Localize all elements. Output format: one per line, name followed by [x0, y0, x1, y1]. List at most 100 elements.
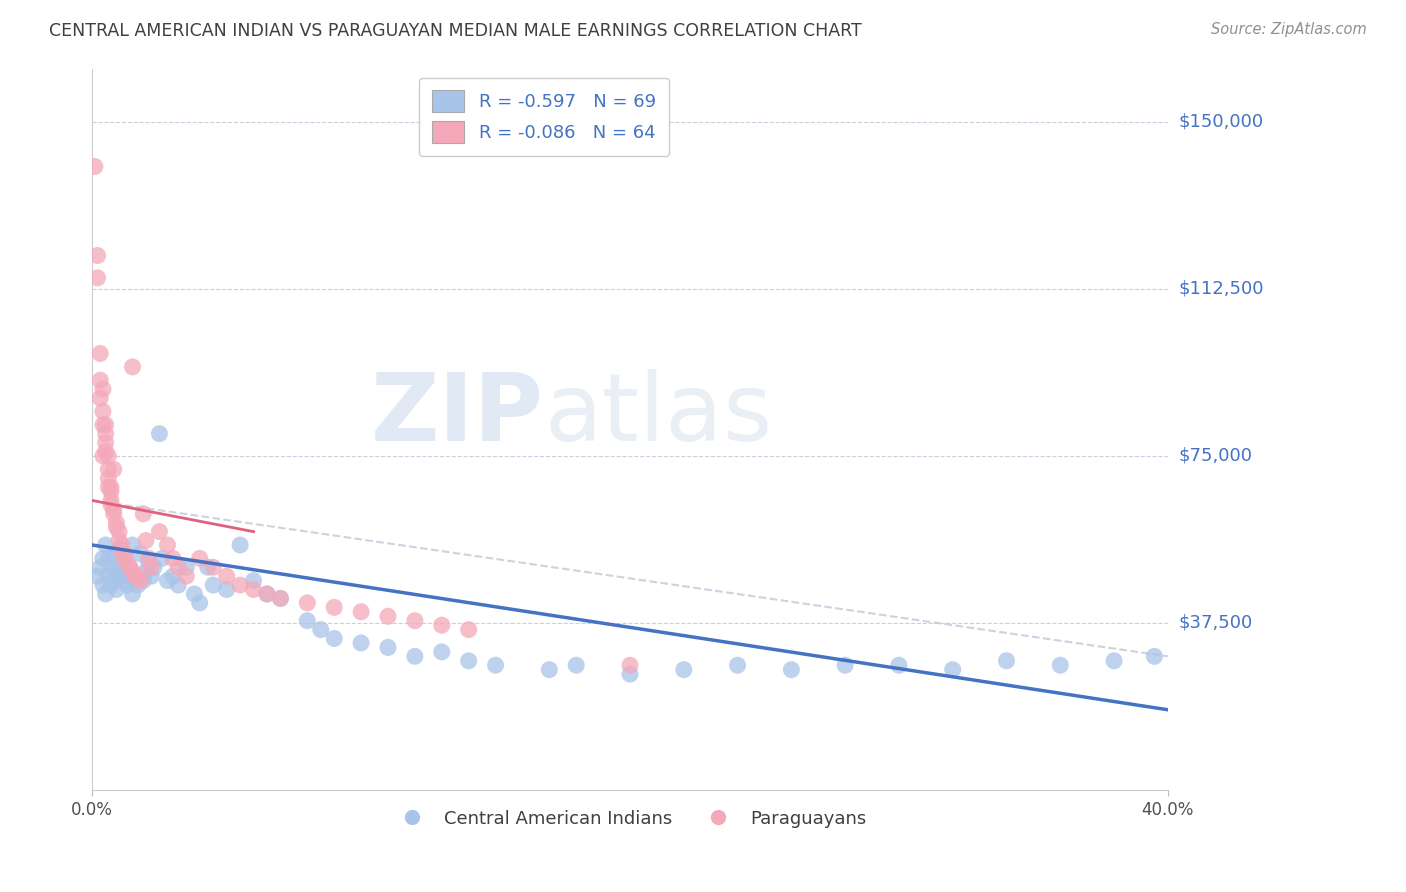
Point — [89, 560, 111, 574]
Point — [100, 578, 122, 592]
Point — [114, 547, 136, 561]
Point — [156, 574, 179, 588]
Point — [132, 507, 155, 521]
Point — [91, 417, 114, 432]
Point — [150, 551, 173, 566]
Point — [105, 520, 128, 534]
Point — [91, 578, 114, 592]
Point — [404, 614, 426, 628]
Point — [430, 645, 453, 659]
Point — [143, 560, 166, 574]
Point — [97, 480, 120, 494]
Point — [202, 578, 225, 592]
Text: atlas: atlas — [544, 368, 772, 461]
Point — [242, 574, 264, 588]
Text: ZIP: ZIP — [371, 368, 544, 461]
Point — [229, 538, 252, 552]
Point — [148, 524, 170, 539]
Point — [97, 462, 120, 476]
Point — [484, 658, 506, 673]
Point — [91, 551, 114, 566]
Point — [202, 560, 225, 574]
Text: $75,000: $75,000 — [1180, 447, 1253, 465]
Point — [188, 596, 211, 610]
Point — [94, 435, 117, 450]
Point — [94, 426, 117, 441]
Point — [176, 560, 198, 574]
Point — [323, 600, 346, 615]
Point — [97, 551, 120, 566]
Point — [162, 551, 184, 566]
Point — [115, 556, 138, 570]
Point — [108, 524, 131, 539]
Point — [94, 417, 117, 432]
Point — [135, 533, 157, 548]
Point — [780, 663, 803, 677]
Point — [377, 640, 399, 655]
Point — [97, 471, 120, 485]
Point — [297, 614, 319, 628]
Point — [457, 623, 479, 637]
Point — [565, 658, 588, 673]
Point — [100, 560, 122, 574]
Point — [538, 663, 561, 677]
Point — [1049, 658, 1071, 673]
Point — [86, 270, 108, 285]
Point — [114, 551, 136, 566]
Point — [215, 569, 238, 583]
Point — [1102, 654, 1125, 668]
Point — [197, 560, 219, 574]
Point — [834, 658, 856, 673]
Point — [256, 587, 278, 601]
Point — [91, 382, 114, 396]
Point — [162, 569, 184, 583]
Point — [619, 658, 641, 673]
Point — [672, 663, 695, 677]
Point — [129, 574, 152, 588]
Text: CENTRAL AMERICAN INDIAN VS PARAGUAYAN MEDIAN MALE EARNINGS CORRELATION CHART: CENTRAL AMERICAN INDIAN VS PARAGUAYAN ME… — [49, 22, 862, 40]
Point — [108, 542, 131, 557]
Point — [887, 658, 910, 673]
Point — [100, 493, 122, 508]
Point — [156, 538, 179, 552]
Point — [183, 587, 205, 601]
Point — [269, 591, 291, 606]
Point — [323, 632, 346, 646]
Point — [309, 623, 332, 637]
Point — [108, 569, 131, 583]
Point — [377, 609, 399, 624]
Point — [105, 516, 128, 530]
Point — [118, 560, 141, 574]
Point — [89, 373, 111, 387]
Point — [350, 605, 373, 619]
Point — [105, 582, 128, 597]
Point — [103, 547, 125, 561]
Point — [242, 582, 264, 597]
Point — [229, 578, 252, 592]
Point — [404, 649, 426, 664]
Point — [256, 587, 278, 601]
Point — [942, 663, 965, 677]
Point — [114, 551, 136, 566]
Point — [100, 484, 122, 499]
Point — [103, 574, 125, 588]
Text: $150,000: $150,000 — [1180, 113, 1264, 131]
Point — [269, 591, 291, 606]
Point — [995, 654, 1018, 668]
Point — [167, 578, 190, 592]
Point — [115, 569, 138, 583]
Point — [135, 565, 157, 579]
Point — [297, 596, 319, 610]
Point — [138, 556, 160, 570]
Point — [108, 533, 131, 548]
Point — [121, 565, 143, 579]
Legend: Central American Indians, Paraguayans: Central American Indians, Paraguayans — [387, 803, 873, 835]
Point — [127, 578, 149, 592]
Point — [121, 359, 143, 374]
Point — [91, 449, 114, 463]
Point — [100, 498, 122, 512]
Point — [124, 569, 146, 583]
Point — [124, 569, 146, 583]
Point — [100, 480, 122, 494]
Point — [141, 560, 163, 574]
